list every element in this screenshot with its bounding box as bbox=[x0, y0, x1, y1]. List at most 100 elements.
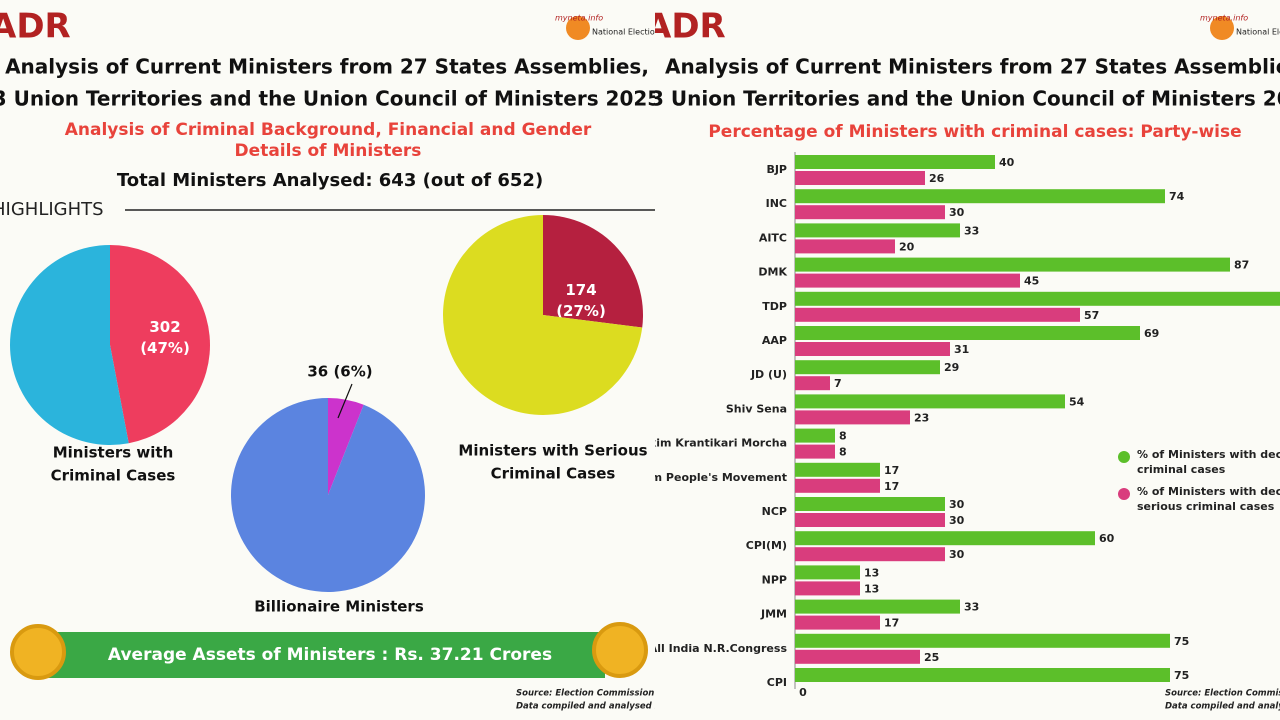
value-label: 75 bbox=[1174, 635, 1189, 648]
legend-swatch bbox=[1118, 451, 1130, 463]
logo: ADR bbox=[0, 7, 71, 47]
bar bbox=[795, 513, 945, 527]
value-label: 60 bbox=[1099, 532, 1115, 545]
bar bbox=[795, 239, 895, 254]
bar bbox=[795, 599, 960, 614]
value-label: 57 bbox=[1084, 309, 1099, 322]
y-tick-label: am People's Movement bbox=[643, 471, 787, 484]
bar bbox=[795, 342, 950, 356]
logo-mark bbox=[1210, 16, 1234, 40]
value-label: 75 bbox=[1174, 669, 1189, 682]
legend-swatch bbox=[1118, 488, 1130, 500]
slice-label: 36 (6%) bbox=[307, 363, 372, 381]
value-label: 54 bbox=[1069, 395, 1085, 408]
subtitle: Details of Ministers bbox=[235, 141, 422, 161]
title: Analysis of Current Ministers from 27 St… bbox=[5, 55, 649, 79]
value-label: 69 bbox=[1144, 327, 1159, 340]
logo-mark bbox=[566, 16, 590, 40]
value-label: 29 bbox=[944, 361, 959, 374]
y-tick-label: CPI(M) bbox=[746, 539, 787, 552]
bar bbox=[795, 478, 880, 493]
bar bbox=[795, 273, 1020, 288]
bar bbox=[795, 531, 1095, 546]
partner-tagline: National Election Watch bbox=[592, 28, 687, 37]
value-label: 45 bbox=[1024, 275, 1039, 288]
y-tick-label: JD (U) bbox=[750, 368, 787, 381]
bar bbox=[795, 189, 1165, 204]
source: Data compiled and analysed by ADR bbox=[516, 702, 689, 712]
value-label: 87 bbox=[1234, 259, 1249, 272]
y-tick-label: AITC bbox=[759, 231, 787, 244]
pie-slice bbox=[231, 398, 426, 592]
pie-title: Criminal Cases bbox=[51, 467, 176, 485]
value-label: 13 bbox=[864, 566, 879, 579]
value-label: 33 bbox=[964, 224, 979, 237]
bar bbox=[795, 668, 1170, 682]
value-label: 13 bbox=[864, 582, 879, 595]
bar bbox=[795, 462, 880, 477]
value-label: 30 bbox=[949, 498, 965, 511]
bar bbox=[795, 291, 1280, 306]
source: Data compiled and analysed by ADR bbox=[1165, 702, 1280, 712]
value-label: 31 bbox=[954, 343, 969, 356]
value-label: 74 bbox=[1169, 190, 1185, 203]
y-tick-label: JMM bbox=[760, 608, 787, 621]
y-tick-label: All India N.R.Congress bbox=[649, 642, 788, 655]
slice-label: 302 (47%) bbox=[140, 318, 190, 357]
bar bbox=[795, 171, 925, 185]
bar bbox=[795, 581, 860, 596]
bar bbox=[795, 257, 1230, 272]
source: Source: Election Commission of India bbox=[516, 689, 694, 699]
legend-label: % of Ministers with declaredserious crim… bbox=[1137, 485, 1280, 513]
y-tick-label: AAP bbox=[762, 334, 787, 347]
coin-icon bbox=[592, 622, 648, 678]
x-tick-label: 0 bbox=[799, 686, 807, 699]
y-tick-label: DMK bbox=[758, 266, 787, 279]
total: Total Ministers Analysed: 643 (out of 65… bbox=[117, 170, 543, 191]
value-label: 30 bbox=[949, 548, 965, 561]
value-label: 17 bbox=[884, 480, 899, 493]
value-label: 30 bbox=[949, 206, 965, 219]
value-label: 17 bbox=[884, 464, 899, 477]
bar bbox=[795, 444, 835, 459]
value-label: 7 bbox=[834, 377, 842, 390]
y-tick-label: kkim Krantikari Morcha bbox=[642, 437, 787, 450]
value-label: 33 bbox=[964, 601, 979, 614]
bar bbox=[795, 307, 1080, 322]
y-tick-label: NPP bbox=[762, 573, 787, 586]
title: 3 Union Territories and the Union Counci… bbox=[0, 87, 661, 111]
pie-title: Criminal Cases bbox=[491, 465, 616, 483]
banner: Average Assets of Ministers : Rs. 37.21 … bbox=[108, 645, 552, 665]
bar bbox=[795, 326, 1140, 340]
y-tick-label: NCP bbox=[762, 505, 787, 518]
bar bbox=[795, 376, 830, 391]
y-tick-label: Shiv Sena bbox=[726, 402, 787, 415]
pie-slice bbox=[543, 215, 643, 328]
left-panel: ADR myneta.info National Election Watch … bbox=[0, 7, 694, 712]
pie-title: Ministers with bbox=[53, 444, 174, 462]
subtitle: Analysis of Criminal Background, Financi… bbox=[65, 120, 592, 140]
value-label: 8 bbox=[839, 430, 847, 443]
bar bbox=[795, 428, 835, 443]
bar bbox=[795, 565, 860, 580]
value-label: 25 bbox=[924, 651, 939, 664]
pie-slice bbox=[110, 245, 210, 444]
value-label: 23 bbox=[914, 411, 929, 424]
bar bbox=[795, 547, 945, 562]
y-tick-label: TDP bbox=[762, 300, 787, 313]
bar bbox=[795, 223, 960, 238]
y-tick-label: INC bbox=[766, 197, 787, 210]
partner: myneta.info bbox=[1200, 14, 1248, 23]
title: 3 Union Territories and the Union Counci… bbox=[650, 87, 1280, 111]
pie-slice bbox=[328, 398, 364, 495]
value-label: 40 bbox=[999, 156, 1015, 169]
bar bbox=[795, 205, 945, 220]
y-tick-label: CPI bbox=[767, 676, 787, 689]
y-tick-label: BJP bbox=[766, 163, 787, 176]
value-label: 17 bbox=[884, 617, 899, 630]
logo: ADR bbox=[645, 7, 726, 47]
banner-bg bbox=[40, 632, 605, 678]
bar bbox=[795, 360, 940, 375]
source: Source: Election Commission of India bbox=[1165, 689, 1280, 699]
